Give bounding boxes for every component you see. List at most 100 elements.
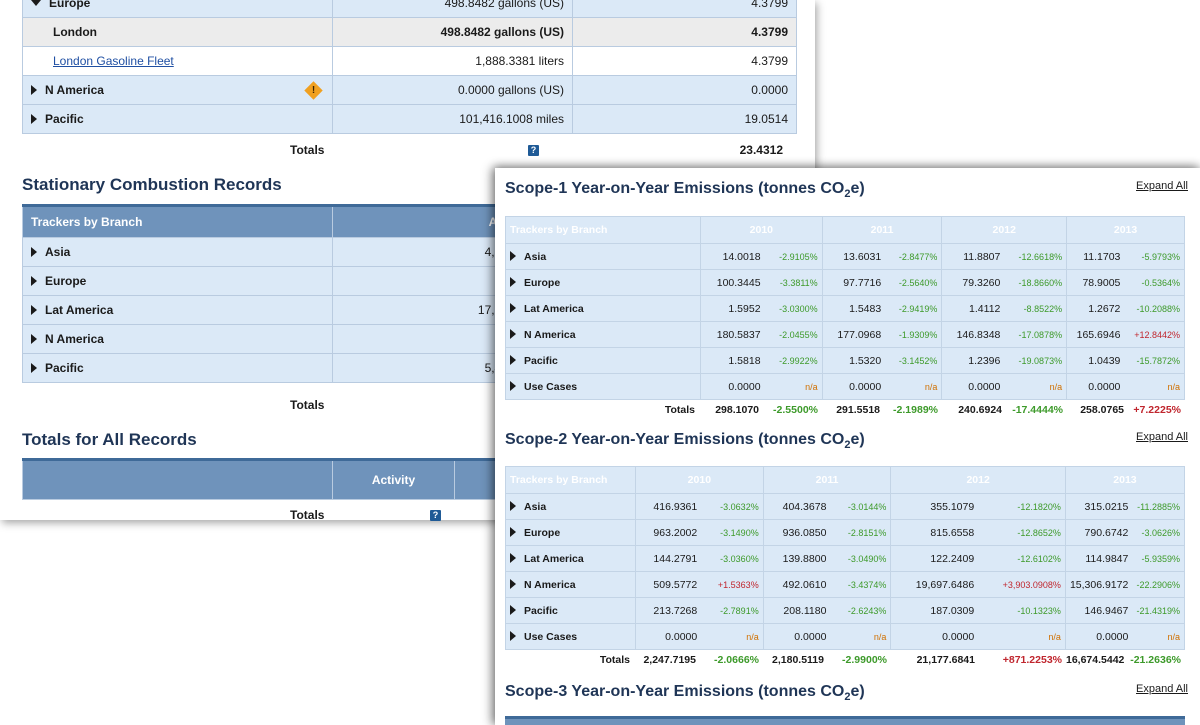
change-percent: -12.8652% [978, 519, 1066, 546]
table-row[interactable]: Asia 416.9361 -3.0632% 404.3678 -3.0144% 355.… [505, 493, 1186, 520]
column-header[interactable]: Trackers by Branch [22, 204, 333, 238]
branch-label: Asia [45, 245, 71, 259]
caret-down-icon[interactable] [31, 0, 41, 6]
caret-right-icon[interactable] [510, 302, 516, 313]
branch-label: Europe [524, 526, 561, 539]
table-row[interactable]: London 498.8482 gallons (US) 4.3799 [22, 17, 797, 47]
caret-right-icon[interactable] [31, 334, 37, 344]
emission-value: 1.5818 [699, 347, 765, 374]
change-percent: -12.1820% [978, 493, 1066, 520]
year-header[interactable]: 2010 [635, 466, 764, 494]
year-header[interactable]: 2011 [821, 216, 943, 244]
emission-value: 0.0000 [762, 623, 831, 650]
table-row[interactable]: Europe 963.2002 -3.1490% 936.0850 -2.8151% 81… [505, 519, 1186, 546]
emission-value: 0.0000 [1064, 623, 1133, 650]
change-percent: n/a [978, 623, 1066, 650]
caret-right-icon[interactable] [510, 328, 516, 339]
change-percent: -8.8522% [1004, 295, 1068, 322]
question-mark-icon[interactable]: ? [430, 510, 441, 521]
caret-right-icon[interactable] [510, 630, 516, 641]
caret-right-icon[interactable] [31, 363, 37, 373]
activity-value: 498.8482 gallons (US) [332, 0, 573, 18]
table-row[interactable]: N America 180.5837 -2.0455% 177.0968 -1.9309… [505, 321, 1186, 348]
table-row[interactable]: Asia 14.0018 -2.9105% 13.6031 -2.8477% 11.880… [505, 243, 1186, 270]
table-row[interactable]: Europe 498.8482 gallons (US) 4.3799 [22, 0, 797, 18]
totals-label: Totals [290, 143, 325, 157]
total-value: 21,177.6841 [916, 654, 975, 666]
emission-value: 114.9847 [1064, 545, 1133, 572]
branch-label: Lat America [524, 552, 584, 565]
table-row[interactable]: N America ! 0.0000 gallons (US) 0.0000 [22, 75, 797, 105]
table-row[interactable]: Pacific 213.7268 -2.7891% 208.1180 -2.6243% 1… [505, 597, 1186, 624]
caret-right-icon[interactable] [510, 380, 516, 391]
table-row[interactable]: Pacific 101,416.1008 miles 19.0514 [22, 104, 797, 134]
table-row[interactable]: N America 509.5772 +1.5363% 492.0610 -3.4374… [505, 571, 1186, 598]
total-value: 298.1070 [715, 404, 759, 416]
year-header[interactable]: 2012 [941, 216, 1068, 244]
expand-all-link[interactable]: Expand All [1136, 180, 1188, 192]
year-header[interactable]: 2013 [1066, 216, 1185, 244]
warning-icon[interactable]: ! [304, 81, 323, 100]
fleet-table: Europe 498.8482 gallons (US) 4.3799 Lond… [22, 0, 797, 134]
change-percent: -2.8151% [830, 519, 892, 546]
column-header[interactable]: Activity [332, 458, 455, 500]
table-row[interactable]: Use Cases 0.0000 n/a 0.0000 n/a 0.0000 n/a 0.00… [505, 373, 1186, 400]
caret-right-icon[interactable] [510, 552, 516, 563]
branch-label: Lat America [45, 303, 114, 317]
caret-right-icon[interactable] [31, 247, 37, 257]
caret-right-icon[interactable] [510, 526, 516, 537]
change-percent: -2.9922% [764, 347, 823, 374]
table-row[interactable]: Europe 100.3445 -3.3811% 97.7716 -2.5640% 79.… [505, 269, 1186, 296]
emission-value: 208.1180 [762, 597, 831, 624]
emission-value: 14.0018 [699, 243, 765, 270]
emission-value: 165.6946 [1066, 321, 1125, 348]
year-header[interactable]: 2013 [1064, 466, 1186, 494]
emission-value: 19,697.6486 [890, 571, 979, 598]
caret-right-icon[interactable] [31, 85, 37, 95]
change-percent: -2.0455% [764, 321, 823, 348]
scope3-table-header [505, 716, 1185, 725]
branch-label: N America [524, 578, 576, 591]
caret-right-icon[interactable] [510, 276, 516, 287]
caret-right-icon[interactable] [510, 578, 516, 589]
emission-value: 315.0215 [1064, 493, 1133, 520]
branch-label: Europe [45, 274, 87, 288]
total-change-percent: -2.0666% [714, 654, 759, 666]
caret-right-icon[interactable] [510, 354, 516, 365]
column-header[interactable]: Trackers by Branch [505, 466, 636, 494]
caret-right-icon[interactable] [31, 114, 37, 124]
year-header[interactable]: 2012 [890, 466, 1066, 494]
total-change-percent: +7.2225% [1133, 404, 1181, 416]
emission-value: 0.0000 [699, 373, 765, 400]
change-percent: -5.9359% [1132, 545, 1186, 572]
expand-all-link[interactable]: Expand All [1136, 683, 1188, 695]
column-header[interactable]: Trackers by Branch [505, 216, 701, 244]
emission-value: 1.5952 [699, 295, 765, 322]
emission-value: 11.1703 [1066, 243, 1125, 270]
question-mark-icon[interactable]: ? [528, 145, 539, 156]
change-percent: -2.6243% [830, 597, 892, 624]
table-row[interactable]: Use Cases 0.0000 n/a 0.0000 n/a 0.0000 n/a 0.00… [505, 623, 1186, 650]
emission-value: 122.2409 [890, 545, 979, 572]
table-row[interactable]: Lat America 1.5952 -3.0300% 1.5483 -2.9419% 1… [505, 295, 1186, 322]
year-header[interactable]: 2011 [762, 466, 892, 494]
emission-value: 0.0000 [635, 623, 702, 650]
change-percent: n/a [701, 623, 764, 650]
table-row[interactable]: Pacific 1.5818 -2.9922% 1.5320 -3.1452% 1.239… [505, 347, 1186, 374]
change-percent: -3.0144% [830, 493, 892, 520]
expand-all-link[interactable]: Expand All [1136, 431, 1188, 443]
emission-value: 146.9467 [1064, 597, 1133, 624]
caret-right-icon[interactable] [510, 500, 516, 511]
tracker-link[interactable]: London Gasoline Fleet [53, 54, 174, 68]
table-row[interactable]: Lat America 144.2791 -3.0360% 139.8800 -3.04… [505, 545, 1186, 572]
result-value: 4.3799 [572, 17, 797, 47]
totals-label: Totals [599, 654, 630, 666]
caret-right-icon[interactable] [31, 305, 37, 315]
scope3-title: Scope-3 Year-on-Year Emissions (tonnes C… [505, 683, 865, 704]
activity-value: 101,416.1008 miles [332, 104, 573, 134]
year-header[interactable]: 2010 [700, 216, 823, 244]
caret-right-icon[interactable] [31, 276, 37, 286]
emission-value: 1.5483 [821, 295, 886, 322]
caret-right-icon[interactable] [510, 604, 516, 615]
caret-right-icon[interactable] [510, 250, 516, 261]
